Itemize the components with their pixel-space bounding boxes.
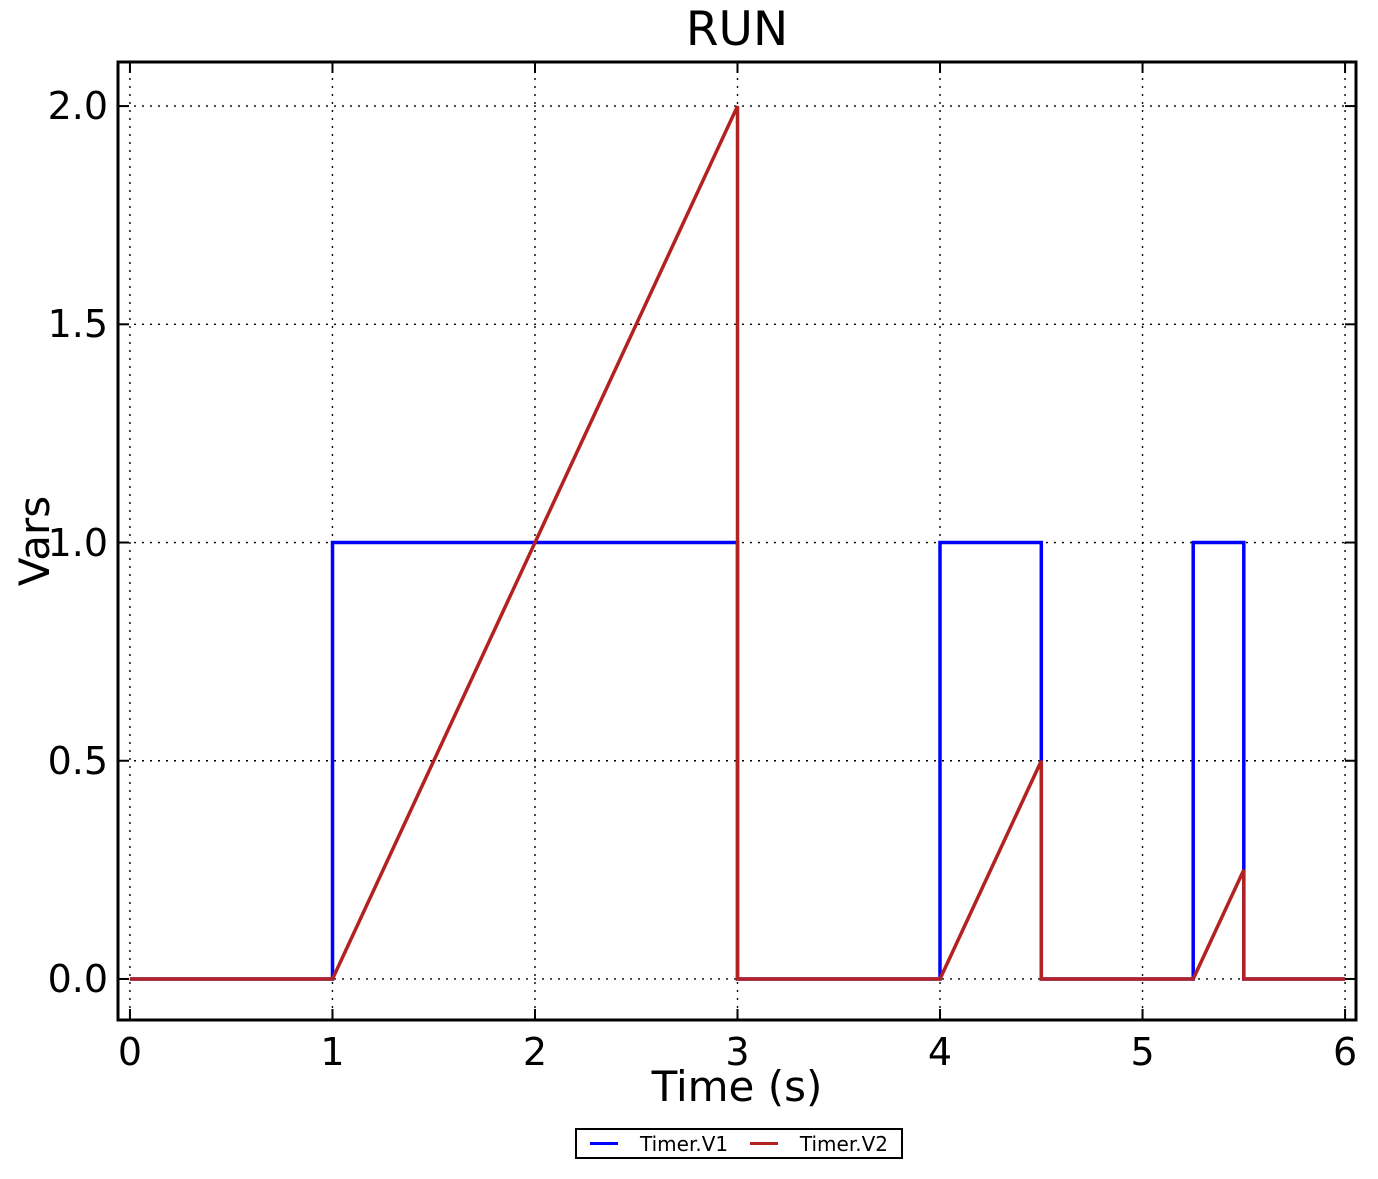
- legend-label: Timer.V2: [799, 1131, 888, 1156]
- legend-line-swatch: [749, 1142, 778, 1145]
- chart-title: RUN: [685, 2, 789, 57]
- x-axis-label: Time (s): [651, 1062, 823, 1111]
- y-tick-label: 0.5: [47, 738, 108, 783]
- legend-line-swatch: [590, 1142, 618, 1145]
- y-tick-label: 1.5: [47, 302, 108, 347]
- y-axis-label: Vars: [10, 495, 59, 587]
- plot-area: [116, 60, 1358, 1022]
- y-tick-label: 0.0: [47, 956, 108, 1001]
- legend-label: Timer.V1: [640, 1131, 729, 1156]
- legend-entry: Timer.V1: [590, 1134, 728, 1154]
- legend-entry: Timer.V2: [749, 1131, 888, 1156]
- legend: Timer.V1 Timer.V2: [575, 1128, 903, 1159]
- series-line-Timer.V2: [129, 105, 1346, 981]
- y-tick-label: 2.0: [47, 84, 108, 129]
- series-line-Timer.V1: [129, 540, 1346, 981]
- plot-canvas: [116, 60, 1358, 1022]
